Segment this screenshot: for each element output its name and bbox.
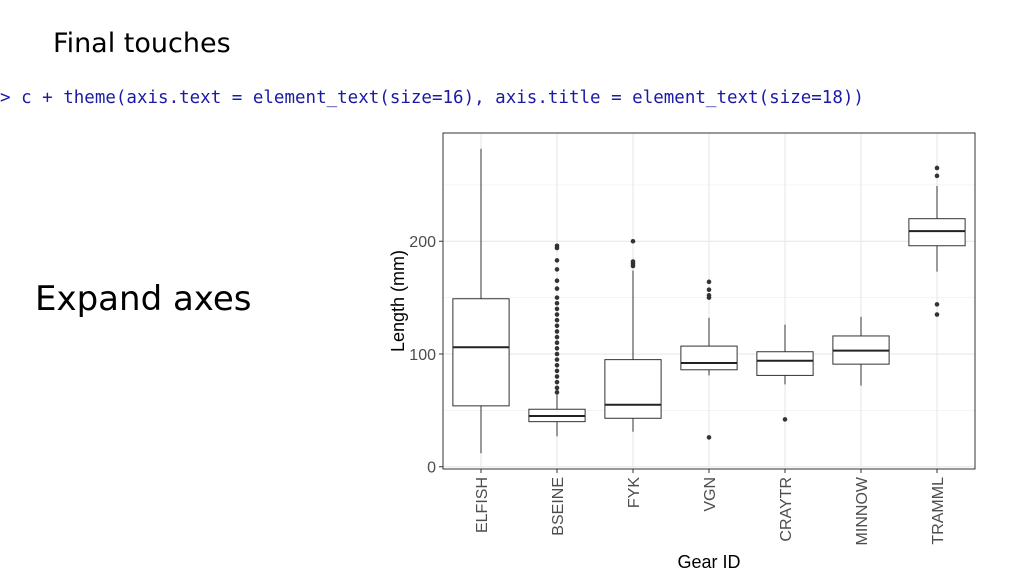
outlier: [706, 435, 712, 440]
outlier: [554, 357, 560, 362]
outlier: [554, 295, 560, 300]
outlier: [554, 346, 560, 351]
outlier: [554, 243, 560, 249]
panel-border: [442, 132, 976, 470]
outlier: [554, 312, 560, 317]
box: [908, 218, 966, 247]
outlier: [554, 317, 560, 323]
outlier: [554, 385, 560, 391]
plot: 0 100 200 ELFISH BSEINE FYK VGN CRAYTR MINNOW TRA…: [388, 132, 976, 572]
outlier: [554, 258, 560, 263]
code-line: > c + theme(axis.text = element_text(siz…: [0, 88, 864, 108]
box: [756, 351, 814, 376]
y-tick-label: 200: [409, 234, 436, 251]
outlier: [554, 340, 560, 346]
outlier: [782, 417, 788, 422]
outlier: [554, 267, 560, 272]
outlier: [554, 390, 560, 395]
box: [680, 345, 738, 371]
outlier: [706, 287, 712, 293]
outlier: [706, 279, 712, 285]
outlier: [554, 329, 560, 334]
outlier: [554, 323, 560, 329]
outlier: [934, 302, 940, 307]
outlier: [554, 334, 560, 340]
outlier: [554, 278, 560, 284]
outlier: [554, 379, 560, 385]
outlier: [934, 173, 940, 179]
outlier: [934, 312, 940, 317]
x-axis-title: Gear ID: [677, 552, 740, 572]
x-tick-label: VGN: [702, 477, 719, 512]
outlier: [554, 286, 560, 291]
caption: Expand axes: [35, 279, 252, 319]
x-tick-label: BSEINE: [550, 477, 567, 536]
y-axis-title: Length (mm): [388, 250, 408, 352]
slide-title: Final touches: [53, 28, 231, 59]
outlier: [554, 300, 560, 306]
y-tick-label: 0: [427, 460, 436, 477]
outlier: [554, 351, 560, 357]
outlier: [554, 368, 560, 374]
outlier: [706, 293, 712, 298]
outlier: [630, 238, 636, 244]
x-tick-label: ELFISH: [474, 477, 491, 533]
x-tick-label: MINNOW: [854, 476, 871, 545]
x-tick-label: CRAYTR: [778, 477, 795, 542]
box: [604, 359, 662, 419]
outlier: [554, 306, 560, 312]
outlier: [934, 165, 940, 171]
y-tick-label: 100: [409, 347, 436, 364]
x-tick-label: TRAMML: [930, 477, 947, 545]
outlier: [554, 374, 560, 379]
x-tick-label: FYK: [626, 477, 643, 508]
outlier: [630, 259, 636, 264]
box: [452, 298, 510, 407]
outlier: [554, 362, 560, 368]
